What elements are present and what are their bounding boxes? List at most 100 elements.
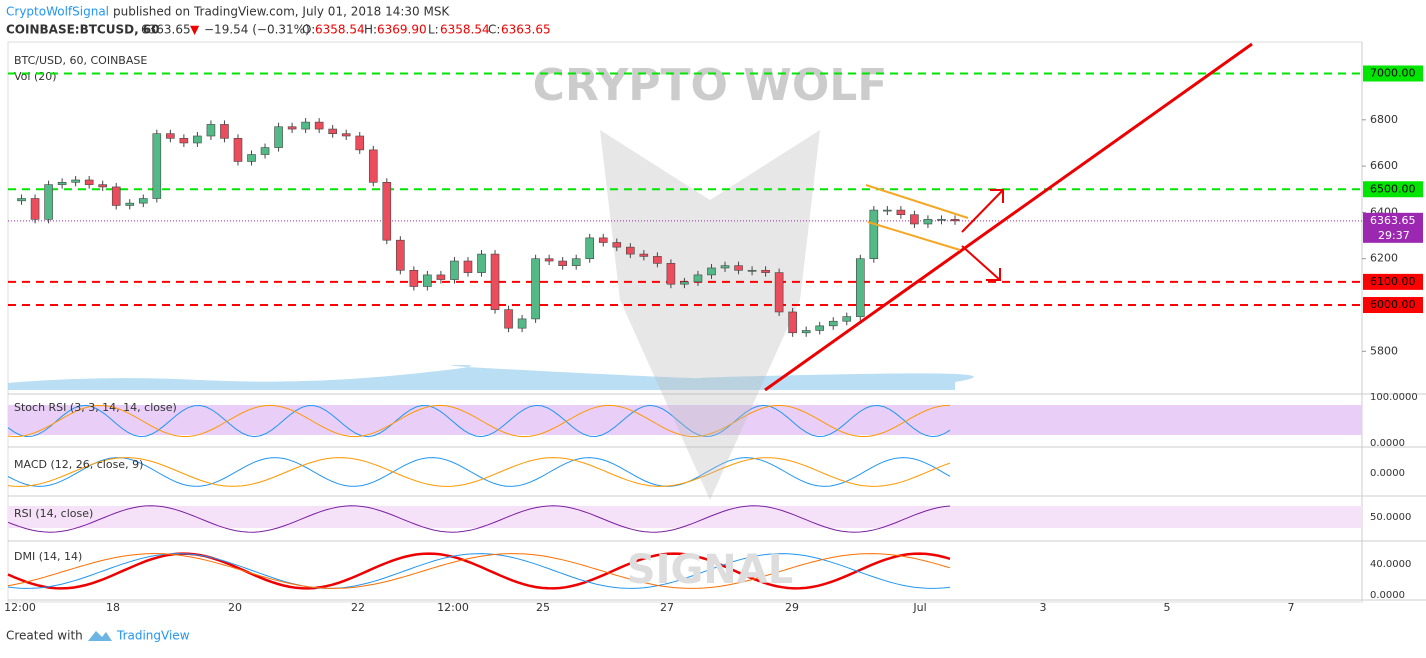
candle (84, 179, 94, 185)
candle (680, 281, 689, 285)
indicator-line (7, 457, 951, 487)
tv-logo (88, 631, 112, 641)
candle (247, 154, 256, 162)
candle (450, 260, 459, 280)
time-label: Jul (912, 601, 926, 614)
candle (693, 274, 703, 283)
level-label: 6500.00 (1370, 182, 1416, 195)
watermark: SIGNAL (627, 547, 793, 593)
candle (287, 126, 297, 130)
candle (314, 121, 324, 130)
candle (193, 135, 202, 144)
candle (179, 138, 189, 144)
price-axis: 580062006400660068007000.006500.006100.0… (1362, 65, 1423, 601)
time-label: 29 (785, 601, 799, 614)
candle (71, 179, 80, 183)
pane-title: Stoch RSI (3, 3, 14, 14, close) (14, 401, 177, 414)
candle (747, 269, 757, 272)
ohlc-text: 6358.54 (440, 23, 490, 37)
pane-title: BTC/USD, 60, COINBASE (14, 54, 147, 67)
candle (828, 320, 838, 327)
candle (409, 269, 419, 287)
channel-line (867, 221, 961, 251)
candle (626, 246, 635, 255)
candle (883, 209, 892, 212)
candle (17, 198, 26, 202)
candle (301, 121, 310, 130)
candle (206, 124, 216, 137)
time-label: 27 (660, 601, 674, 614)
candle (341, 133, 351, 137)
candle (355, 135, 365, 151)
ohlc-text: H: (364, 23, 377, 37)
indicator-line (7, 404, 951, 438)
wolf-logo (600, 130, 820, 500)
candle (774, 272, 784, 313)
candle (57, 182, 67, 185)
candle (869, 209, 879, 260)
pane-scale-label: 40.0000 (1370, 559, 1411, 570)
candle (707, 267, 716, 276)
candle (910, 214, 919, 225)
candle (396, 239, 405, 271)
ohlc-text: 6369.90 (377, 23, 427, 37)
indicator-line (7, 553, 951, 589)
level-label: 6000.00 (1370, 298, 1416, 311)
pane-subtitle: Vol (20) (14, 70, 57, 83)
candle (490, 253, 500, 310)
candle (531, 258, 540, 320)
pane-scale-label: 0.0000 (1370, 590, 1405, 601)
time-label: 25 (536, 601, 550, 614)
ohlc-text: 6363.65 (141, 23, 191, 37)
candle (436, 274, 446, 280)
timer-label: 29:37 (1378, 229, 1410, 242)
ohlc-text: COINBASE:BTCUSD, 60 (6, 23, 160, 37)
pane-scale-label: 100.0000 (1370, 392, 1418, 403)
pane-title: MACD (12, 26, close, 9) (14, 458, 143, 471)
candle (544, 258, 554, 262)
candle (788, 311, 797, 334)
candle (923, 219, 933, 225)
level-tag (1363, 181, 1423, 198)
stoch-band (8, 405, 1362, 435)
level-tag (1363, 65, 1423, 82)
candle (328, 128, 337, 134)
candle (950, 219, 960, 222)
ohlc-text: ▼ (190, 23, 200, 37)
main-pane: BTC/USD, 60, COINBASE Vol (20) (8, 54, 1362, 337)
level-label: 7000.00 (1370, 66, 1416, 79)
candle (571, 258, 581, 266)
candle (801, 330, 811, 334)
author[interactable]: CryptoWolfSignal (6, 5, 109, 19)
time-label: 5 (1164, 601, 1171, 614)
time-axis: 12:00 18 20 22 12:00 25 27 29 Jul 3 5 7 (4, 601, 1294, 614)
time-label: 22 (351, 601, 365, 614)
y-tick-label: 6600 (1370, 159, 1398, 172)
ohlc-text: 6358.54 (315, 23, 365, 37)
ohlc-text: L: (428, 23, 439, 37)
candle (233, 138, 243, 162)
published: published on TradingView.com, July 01, 2… (113, 5, 450, 19)
trend-line (764, 42, 1253, 392)
ohlc-text: O: (302, 23, 315, 37)
candle (937, 219, 946, 221)
time-label: 12:00 (4, 601, 36, 614)
candle (166, 133, 175, 139)
brand[interactable]: TradingView (116, 629, 190, 643)
candle (138, 198, 148, 204)
y-tick-label: 5800 (1370, 344, 1398, 357)
indicator-line (7, 505, 951, 533)
candle (382, 182, 392, 241)
level-tag (1363, 273, 1423, 290)
candle (761, 269, 770, 273)
candle (653, 256, 662, 264)
candle (368, 149, 378, 183)
time-label: 12:00 (437, 601, 469, 614)
candle (558, 260, 567, 266)
candle (30, 198, 40, 220)
price-label: 6363.65 (1370, 214, 1416, 227)
candle (598, 237, 608, 243)
